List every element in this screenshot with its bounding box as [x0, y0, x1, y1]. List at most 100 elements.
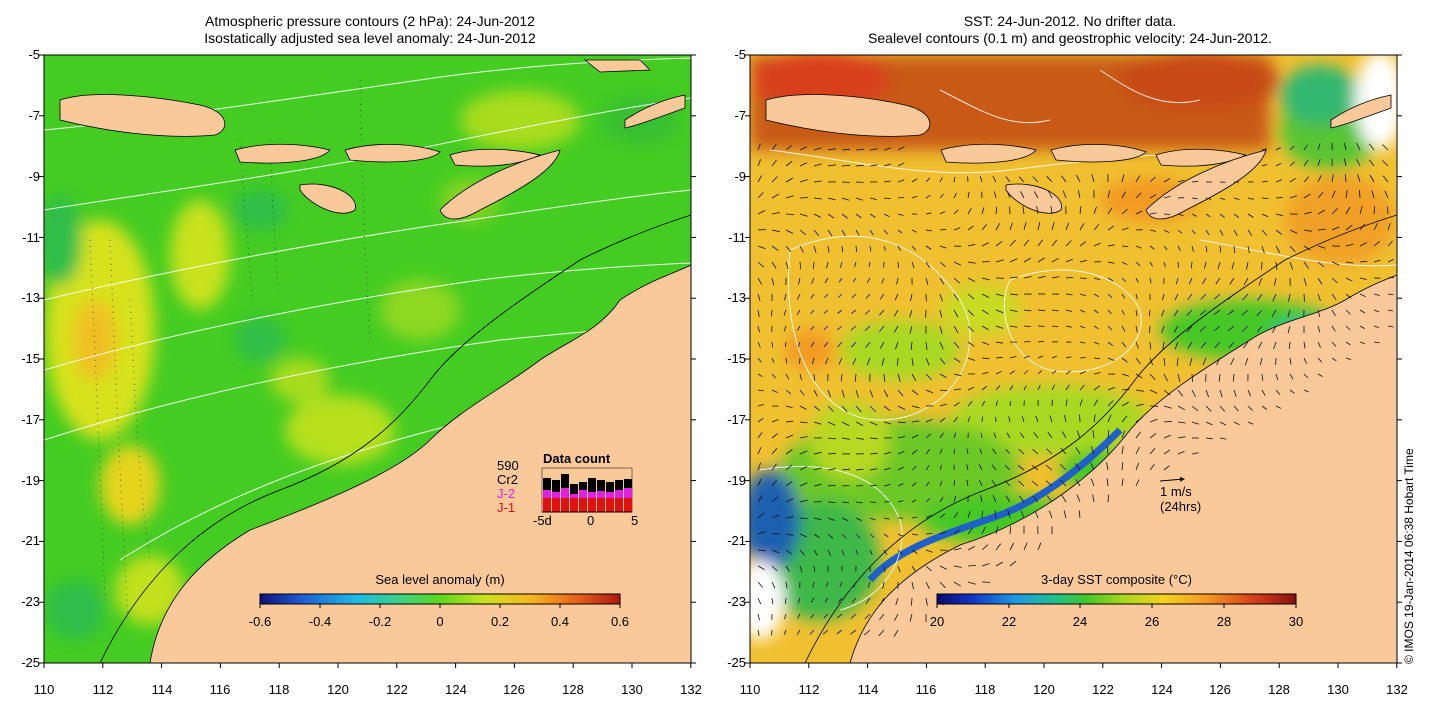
velocity-vector: [784, 293, 787, 301]
velocity-vector: [1061, 494, 1067, 503]
velocity-vector: [925, 433, 932, 439]
velocity-vector: [1107, 207, 1113, 215]
velocity-vector: [1092, 494, 1095, 503]
velocity-vector: [883, 451, 892, 455]
velocity-vector: [824, 597, 829, 603]
velocity-vector: [995, 356, 1003, 359]
velocity-vector: [1121, 415, 1128, 423]
velocity-vector: [967, 261, 976, 264]
velocity-vector: [771, 581, 776, 589]
sla-land: [59, 59, 691, 663]
velocity-vector: [799, 436, 808, 439]
velocity-vector: [1093, 293, 1100, 298]
velocity-vector: [1213, 309, 1221, 316]
velocity-vector: [1023, 222, 1027, 231]
velocity-vector: [1345, 357, 1352, 360]
velocity-vector: [813, 213, 822, 218]
velocity-vector: [865, 341, 871, 349]
velocity-vector: [939, 177, 943, 183]
velocity-vector: [1317, 143, 1321, 151]
velocity-vector: [841, 213, 849, 219]
velocity-vector: [1373, 241, 1380, 247]
velocity-vector: [1199, 325, 1207, 332]
velocity-vector: [813, 565, 816, 573]
velocity-vector: [1107, 309, 1112, 315]
velocity-vector: [981, 385, 988, 391]
velocity-vector: [1261, 180, 1268, 183]
velocity-vector: [827, 148, 836, 151]
velocity-vector: [785, 581, 788, 589]
velocity-vector: [897, 450, 905, 455]
velocity-vector: [953, 416, 958, 423]
velocity-vector: [1233, 405, 1239, 412]
velocity-vector: [1233, 421, 1240, 426]
velocity-vector: [1272, 325, 1277, 333]
velocity-vector: [1187, 293, 1193, 300]
velocity-vector: [869, 517, 876, 521]
velocity-vector: [1121, 261, 1128, 266]
left-ytick: -21: [21, 533, 40, 548]
velocity-vector: [1107, 400, 1114, 407]
velocity-vector: [1009, 400, 1012, 407]
velocity-vector: [799, 499, 808, 503]
velocity-vector: [1060, 464, 1067, 471]
velocity-vector: [1149, 277, 1152, 284]
velocity-vector: [925, 597, 928, 606]
velocity-vector: [1107, 225, 1115, 231]
right-ytick: -15: [727, 351, 746, 366]
velocity-vector: [1076, 430, 1081, 439]
velocity-vector: [771, 514, 780, 519]
velocity-vector: [1063, 510, 1067, 519]
velocity-vector: [981, 207, 985, 215]
velocity-vector: [1061, 431, 1067, 439]
velocity-vector: [897, 245, 901, 251]
velocity-vector: [992, 448, 997, 455]
velocity-vector: [1202, 357, 1207, 366]
velocity-vector: [864, 629, 871, 636]
velocity-vector: [1107, 494, 1109, 503]
velocity-vector: [1174, 341, 1179, 350]
left-ytick: -15: [21, 351, 40, 366]
inset-bar: [624, 498, 632, 512]
velocity-vector: [1107, 244, 1115, 247]
velocity-vector: [1079, 277, 1087, 279]
velocity-vector: [771, 565, 778, 572]
velocity-vector: [1045, 464, 1053, 471]
velocity-vector: [799, 450, 808, 455]
velocity-vector: [911, 389, 919, 396]
velocity-vector: [1121, 357, 1128, 363]
velocity-vector: [757, 432, 763, 439]
velocity-vector: [953, 373, 962, 377]
velocity-vector: [824, 277, 829, 284]
velocity-vector: [813, 163, 822, 167]
velocity-vector: [897, 549, 903, 555]
velocity-vector: [827, 468, 836, 471]
velocity-vector: [925, 194, 931, 199]
velocity-vector: [1373, 259, 1381, 263]
velocity-vector: [925, 245, 932, 250]
velocity-vector: [855, 389, 859, 398]
velocity-vector: [1331, 226, 1340, 231]
velocity-vector: [1062, 190, 1067, 199]
velocity-vector: [841, 501, 850, 504]
velocity-vector: [757, 512, 765, 519]
velocity-vector: [810, 341, 815, 348]
velocity-vector: [841, 164, 850, 167]
velocity-vector: [1033, 432, 1039, 439]
velocity-vector: [1093, 224, 1100, 231]
velocity-vector: [813, 467, 822, 471]
velocity-vector: [1303, 373, 1309, 379]
velocity-vector: [1007, 510, 1011, 519]
velocity-vector: [757, 159, 761, 167]
velocity-vector: [1093, 399, 1099, 407]
velocity-vector: [1261, 405, 1268, 410]
velocity-vector: [1233, 389, 1237, 397]
velocity-vector: [757, 245, 766, 250]
velocity-vector: [966, 479, 969, 487]
velocity-vector: [869, 421, 878, 426]
velocity-vector: [1173, 309, 1179, 317]
velocity-vector: [981, 309, 989, 315]
velocity-vector: [1331, 325, 1336, 332]
velocity-vector: [1051, 384, 1056, 391]
velocity-vector: [1356, 143, 1361, 151]
